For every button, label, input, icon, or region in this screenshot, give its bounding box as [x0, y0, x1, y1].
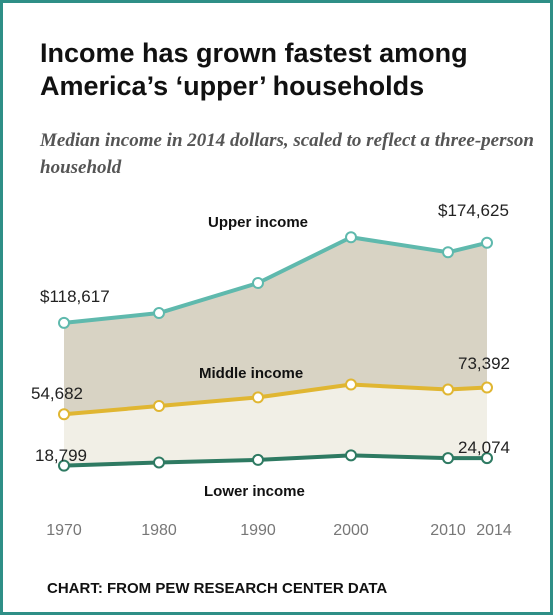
chart-subtitle: Median income in 2014 dollars, scaled to…	[40, 130, 534, 178]
middle-point-2000	[345, 378, 357, 391]
lower-start-value: 18,799	[35, 446, 87, 465]
lower-income-label: Lower income	[204, 483, 305, 500]
x-tick-2000: 2000	[333, 522, 369, 539]
lower-point-2010	[442, 452, 454, 465]
x-tick-1990: 1990	[240, 522, 276, 539]
x-tick-1970: 1970	[46, 522, 82, 539]
middle-point-2014	[481, 381, 493, 394]
upper-point-2000	[345, 231, 357, 244]
lower-point-2000	[345, 449, 357, 462]
middle-point-1970	[58, 408, 70, 421]
x-tick-2010: 2010	[430, 522, 466, 539]
middle-band-fill	[64, 384, 487, 466]
upper-point-1970	[58, 316, 70, 329]
lower-income-line	[63, 453, 488, 468]
upper-point-1990	[252, 277, 264, 290]
upper-income-label: Upper income	[208, 214, 308, 231]
middle-point-2010	[442, 383, 454, 396]
upper-end-value: $174,625	[438, 201, 509, 220]
upper-point-2014	[481, 236, 493, 249]
middle-start-value: 54,682	[31, 384, 83, 403]
upper-point-2010	[442, 246, 454, 259]
middle-point-1980	[153, 399, 165, 412]
upper-income-line	[63, 235, 488, 325]
upper-start-value: $118,617	[40, 287, 110, 306]
middle-point-1990	[252, 391, 264, 404]
upper-band-fill	[64, 237, 487, 415]
chart-title: Income has grown fastest among America’s…	[40, 38, 468, 101]
x-tick-2014: 2014	[476, 522, 512, 539]
lower-point-1990	[252, 453, 264, 466]
source-note: CHART: FROM PEW RESEARCH CENTER DATA	[47, 580, 388, 597]
lower-point-2014	[481, 452, 493, 465]
middle-end-value: 73,392	[458, 354, 510, 373]
upper-point-1980	[153, 307, 165, 320]
lower-point-1980	[153, 456, 165, 469]
lower-end-value: 24,074	[458, 438, 510, 457]
middle-income-label: Middle income	[199, 365, 303, 382]
lower-point-1970	[58, 459, 70, 472]
x-tick-1980: 1980	[141, 522, 177, 539]
middle-income-line	[63, 382, 488, 417]
